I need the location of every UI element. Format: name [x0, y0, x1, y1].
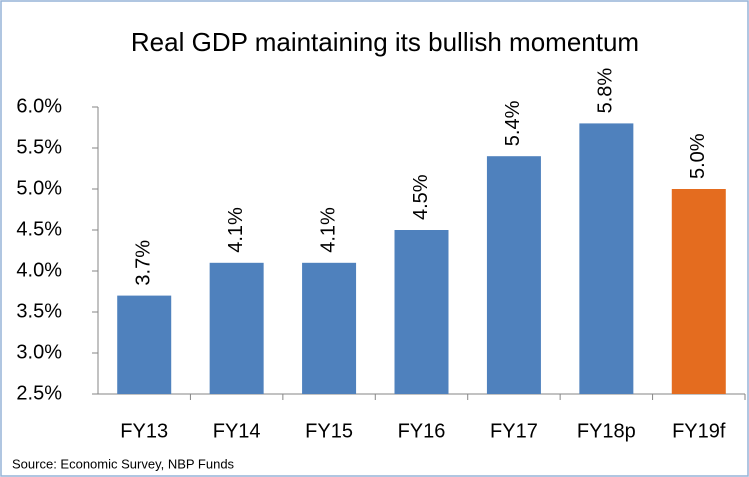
value-label: 3.7%: [132, 240, 154, 286]
x-tick-label: FY17: [490, 420, 538, 442]
value-label: 4.5%: [410, 174, 432, 220]
y-tick-label: 4.5%: [16, 218, 62, 240]
value-label: 5.4%: [502, 100, 524, 146]
bar: [117, 295, 172, 394]
value-label: 5.0%: [687, 133, 709, 179]
bar: [486, 156, 541, 394]
chart-title: Real GDP maintaining its bullish momentu…: [131, 27, 639, 57]
bar: [209, 262, 264, 394]
y-tick-label: 6.0%: [16, 95, 62, 117]
y-tick-label: 4.0%: [16, 259, 62, 281]
source-note: Source: Economic Survey, NBP Funds: [12, 456, 235, 471]
value-label: 4.1%: [225, 207, 247, 253]
bar: [579, 123, 634, 395]
value-label: 4.1%: [317, 207, 339, 253]
bar: [302, 262, 357, 394]
bar: [671, 189, 726, 394]
y-tick-label: 3.5%: [16, 300, 62, 322]
x-tick-label: FY19f: [672, 420, 726, 442]
y-tick-label: 5.5%: [16, 136, 62, 158]
x-tick-label: FY13: [120, 420, 168, 442]
x-tick-label: FY18p: [577, 420, 636, 442]
x-tick-label: FY16: [398, 420, 446, 442]
y-tick-label: 5.0%: [16, 177, 62, 199]
y-tick-label: 2.5%: [16, 382, 62, 404]
value-label: 5.8%: [595, 68, 617, 114]
y-tick-label: 3.0%: [16, 341, 62, 363]
x-tick-label: FY14: [213, 420, 261, 442]
x-tick-label: FY15: [305, 420, 353, 442]
bar: [394, 230, 449, 394]
